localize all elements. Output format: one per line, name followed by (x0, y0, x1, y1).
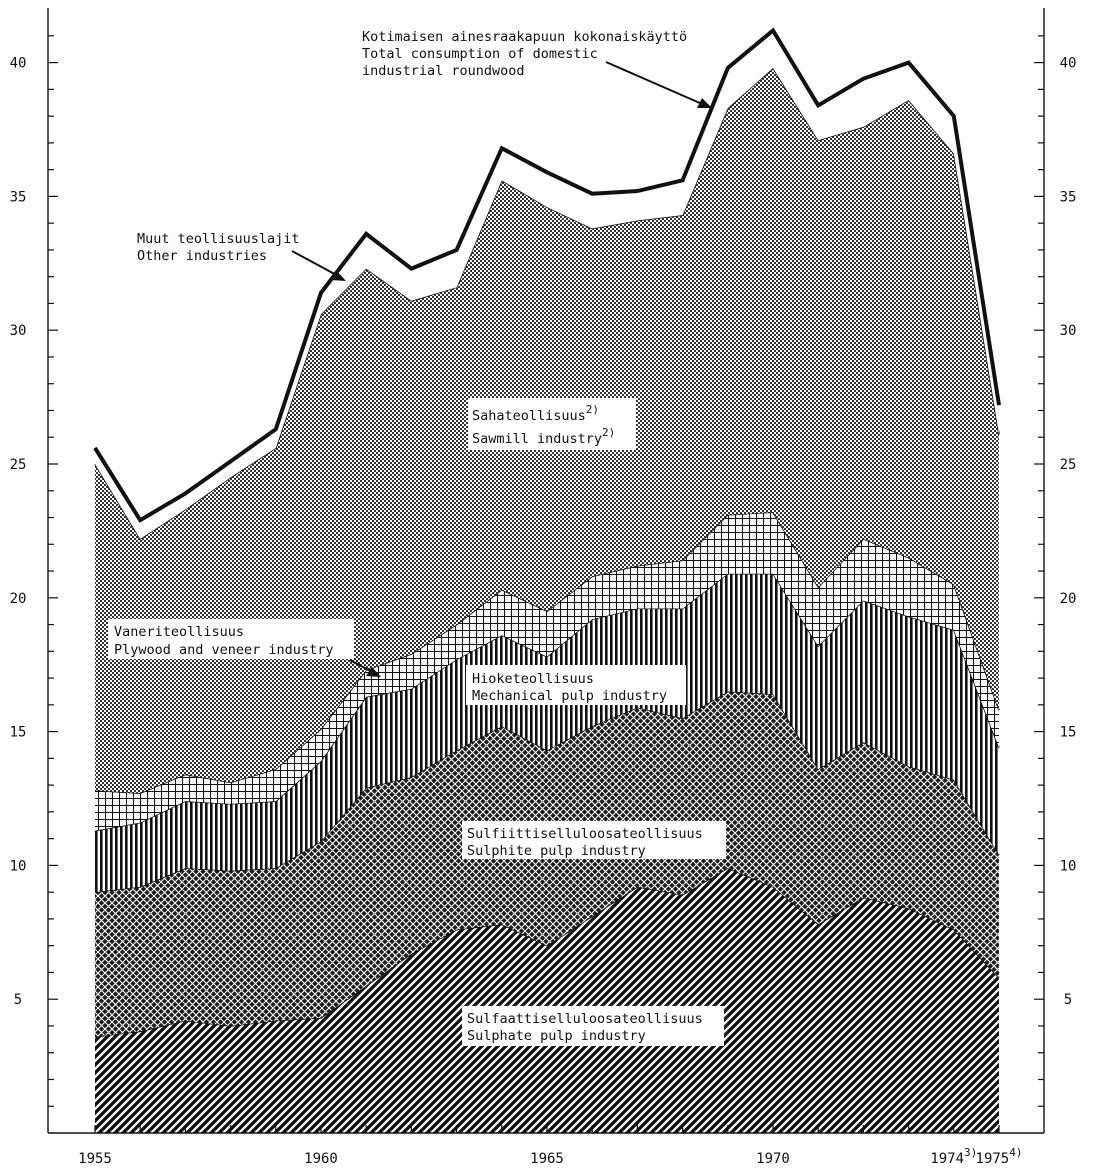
y-tick-label-right: 20 (1060, 591, 1077, 607)
x-tick-label: 1965 (530, 1151, 564, 1167)
x-tick-label: 1960 (304, 1151, 338, 1167)
y-tick-label-left: 40 (10, 56, 27, 72)
annotation-mechanical-box (466, 665, 686, 705)
areas-layer (94, 29, 1000, 1133)
annotation-plywood: Vaneriteollisuus Plywood and veneer indu… (108, 619, 381, 677)
annotation-total-line1: Kotimaisen ainesraakapuun kokonaiskäyttö (362, 29, 687, 45)
annotation-other-arrowhead (331, 271, 346, 281)
series-area-0 (95, 868, 999, 1133)
annotation-sulphite-box (462, 821, 726, 859)
annotation-sawmill: Sahateollisuus2) Sawmill industry2) (468, 398, 636, 450)
y-tick-label-right: 10 (1060, 858, 1077, 874)
annotation-sulphate-box (462, 1006, 724, 1046)
annotation-plywood-line2: Plywood and veneer industry (114, 642, 333, 658)
annotation-plywood-arrowhead (366, 667, 381, 677)
annotation-other-box (133, 228, 283, 266)
y-tick-label-left: 5 (14, 992, 22, 1008)
annotation-total-line3: industrial roundwood (362, 63, 525, 79)
annotation-sulphite-line1: Sulfiittiselluloosateollisuus (467, 826, 703, 842)
annotation-sulphite: Sulfiittiselluloosateollisuus Sulphite p… (462, 821, 726, 859)
annotation-mechanical-line1: Hioketeollisuus (472, 671, 594, 687)
x-tick-label: 19754) (976, 1146, 1023, 1167)
y-tick-label-left: 30 (10, 323, 27, 339)
y-tick-label-right: 25 (1060, 457, 1077, 473)
series-area-2 (95, 573, 999, 893)
series-area-5 (95, 30, 999, 539)
annotation-sulphate: Sulfaattiselluloosateollisuus Sulphate p… (462, 1006, 724, 1046)
annotations-layer: Kotimaisen ainesraakapuun kokonaiskäyttö… (108, 26, 726, 1046)
y-tick-label-left: 10 (10, 858, 27, 874)
y-tick-label-right: 15 (1060, 725, 1077, 741)
series-area-3 (95, 512, 999, 831)
series-area-1 (95, 691, 999, 1037)
annotation-mechanical: Hioketeollisuus Mechanical pulp industry (466, 665, 686, 705)
y-tick-label-left: 15 (10, 725, 27, 741)
annotation-mechanical-line2: Mechanical pulp industry (472, 688, 667, 704)
annotation-plywood-line1: Vaneriteollisuus (114, 624, 244, 640)
annotation-other-line2: Other industries (137, 248, 267, 264)
annotation-sawmill-line1: Sahateollisuus2) (472, 403, 599, 424)
total-consumption-line (93, 27, 1001, 523)
annotation-sulphate-line1: Sulfaattiselluloosateollisuus (467, 1011, 703, 1027)
x-tick-label: 1955 (78, 1151, 112, 1167)
annotation-plywood-box (108, 619, 354, 659)
annotation-sawmill-line2: Sawmill industry2) (472, 426, 615, 447)
y-tick-label-right: 40 (1060, 56, 1077, 72)
annotation-other: Muut teollisuuslajit Other industries (133, 228, 346, 281)
annotation-total: Kotimaisen ainesraakapuun kokonaiskäyttö… (358, 26, 712, 108)
y-tick-label-left: 35 (10, 189, 27, 205)
annotation-sawmill-box (468, 398, 636, 450)
annotation-total-arrowhead (697, 98, 712, 108)
annotation-sulphite-line2: Sulphite pulp industry (467, 843, 646, 859)
annotation-sulphate-line2: Sulphate pulp industry (467, 1028, 646, 1044)
y-tick-label-right: 5 (1064, 992, 1072, 1008)
annotation-other-arrow (291, 250, 343, 279)
total-line-layer (93, 27, 1001, 523)
x-tick-footnote: 3) (964, 1146, 977, 1159)
y-tick-label-right: 30 (1060, 323, 1077, 339)
y-tick-label-right: 35 (1060, 189, 1077, 205)
x-tick-label: 19743) (930, 1146, 977, 1167)
annotation-other-line1: Muut teollisuuslajit (137, 231, 300, 247)
x-tick-footnote: 4) (1009, 1146, 1022, 1159)
x-tick-label: 1970 (756, 1151, 790, 1167)
annotation-total-line2: Total consumption of domestic (362, 46, 598, 62)
y-tick-label-left: 25 (10, 457, 27, 473)
y-tick-label-left: 20 (10, 591, 27, 607)
annotation-total-arrow (605, 61, 710, 108)
annotation-total-box (358, 26, 638, 78)
